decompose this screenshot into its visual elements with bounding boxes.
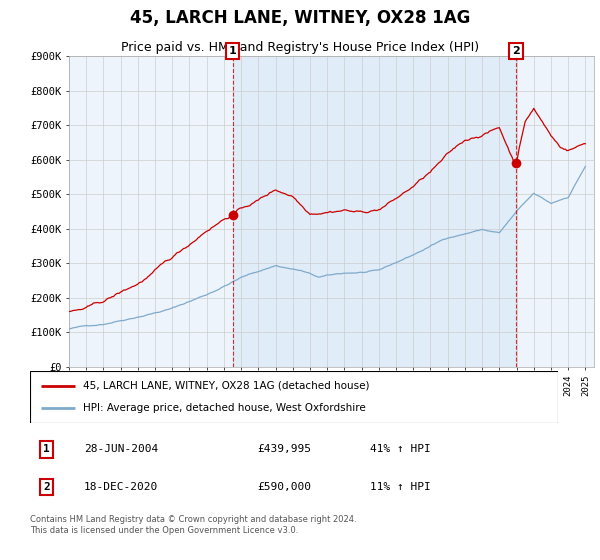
Bar xyxy=(233,56,516,367)
Text: 28-JUN-2004: 28-JUN-2004 xyxy=(84,445,158,454)
Text: 1: 1 xyxy=(44,445,50,454)
Text: Price paid vs. HM Land Registry's House Price Index (HPI): Price paid vs. HM Land Registry's House … xyxy=(121,41,479,54)
Text: 1: 1 xyxy=(229,46,236,56)
Text: £439,995: £439,995 xyxy=(257,445,311,454)
Text: HPI: Average price, detached house, West Oxfordshire: HPI: Average price, detached house, West… xyxy=(83,403,365,413)
Text: 45, LARCH LANE, WITNEY, OX28 1AG (detached house): 45, LARCH LANE, WITNEY, OX28 1AG (detach… xyxy=(83,381,370,391)
Text: 2: 2 xyxy=(512,46,520,56)
Text: Contains HM Land Registry data © Crown copyright and database right 2024.
This d: Contains HM Land Registry data © Crown c… xyxy=(30,515,356,535)
Text: 45, LARCH LANE, WITNEY, OX28 1AG: 45, LARCH LANE, WITNEY, OX28 1AG xyxy=(130,9,470,27)
Text: 41% ↑ HPI: 41% ↑ HPI xyxy=(370,445,431,454)
Text: 11% ↑ HPI: 11% ↑ HPI xyxy=(370,482,431,492)
Text: 2: 2 xyxy=(44,482,50,492)
Text: 18-DEC-2020: 18-DEC-2020 xyxy=(84,482,158,492)
Text: £590,000: £590,000 xyxy=(257,482,311,492)
